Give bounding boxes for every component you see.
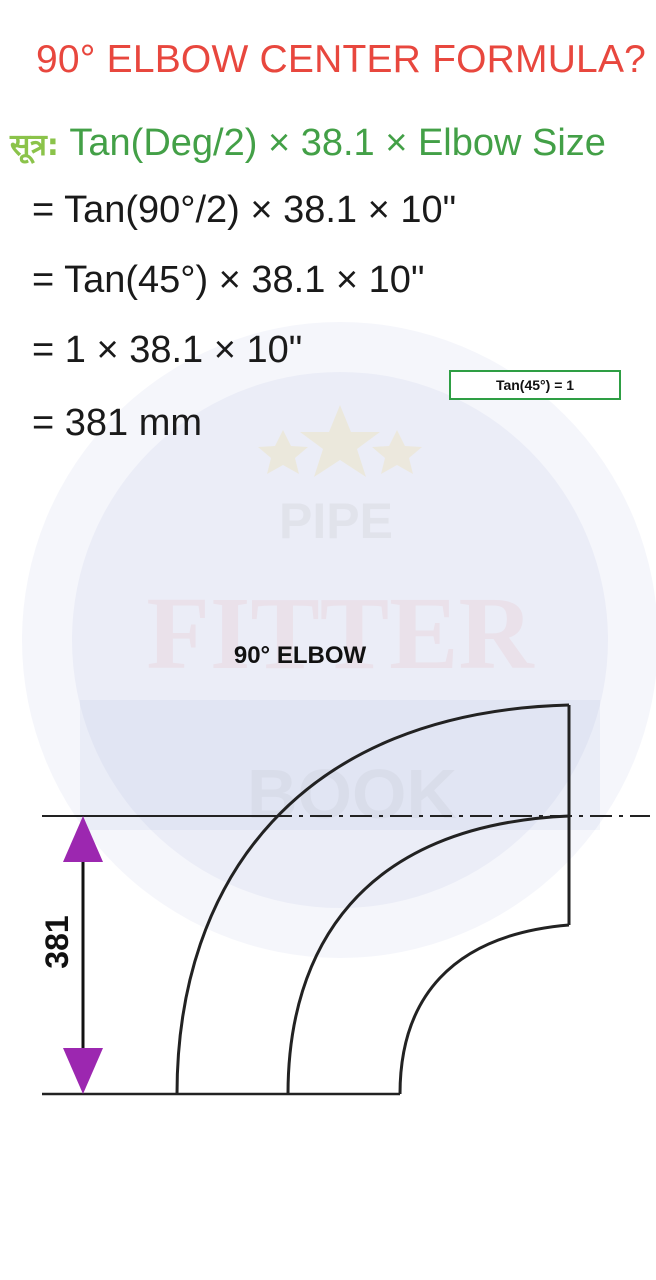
elbow-outer-arc	[175, 703, 570, 1095]
watermark-middle-text: FITTER	[146, 576, 535, 691]
diagram-title: 90° ELBOW	[233, 642, 367, 669]
watermark-top-text: PIPE	[279, 493, 393, 549]
dimension-label: 381	[39, 915, 75, 968]
formula-label: सूत्र:	[10, 128, 59, 163]
calc-step-3: = 1 × 38.1 × 10"	[32, 329, 303, 371]
calc-step-result: = 381 mm	[32, 402, 203, 444]
formula-line: सूत्र: Tan(Deg/2) × 38.1 × Elbow Size	[10, 122, 606, 165]
dimension-arrow-up-icon	[63, 816, 103, 862]
elbow-inner-arc	[398, 923, 570, 1095]
watermark-bottom-text: BOOK	[247, 755, 457, 833]
page-title: 90° ELBOW CENTER FORMULA?	[36, 38, 647, 81]
dimension-arrow-down-icon	[63, 1048, 103, 1094]
calc-step-1: = Tan(90°/2) × 38.1 × 10"	[32, 189, 457, 231]
tan-note-box: Tan(45°) = 1	[449, 370, 621, 400]
formula-expression: Tan(Deg/2) × 38.1 × Elbow Size	[69, 122, 606, 164]
elbow-center-arc	[286, 814, 570, 1095]
calc-step-2: = Tan(45°) × 38.1 × 10"	[32, 259, 425, 301]
